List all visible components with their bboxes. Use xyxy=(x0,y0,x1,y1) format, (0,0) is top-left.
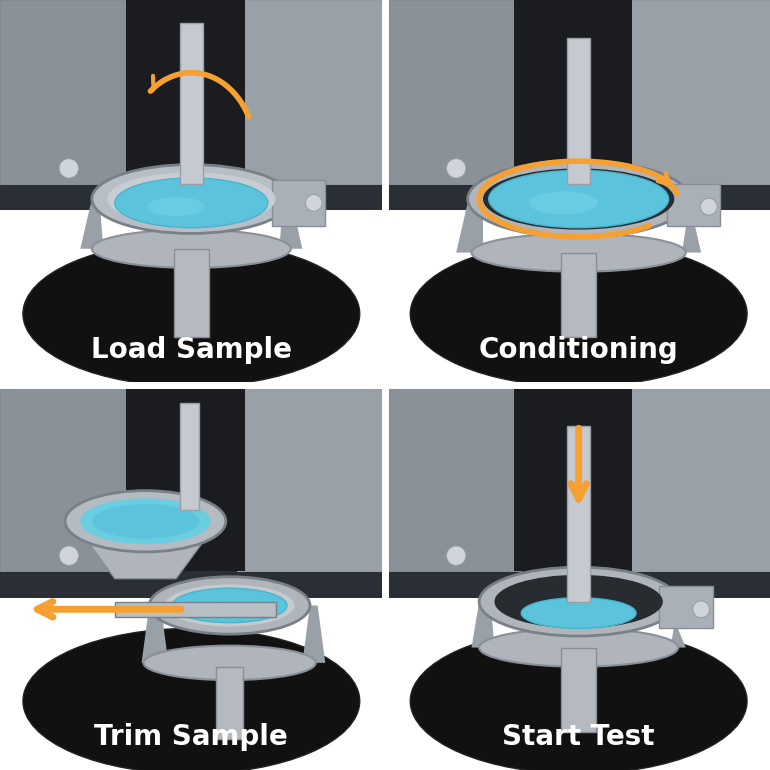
Ellipse shape xyxy=(410,241,747,387)
Ellipse shape xyxy=(92,229,291,268)
Ellipse shape xyxy=(479,628,678,667)
Bar xyxy=(216,667,243,739)
Bar xyxy=(115,601,276,617)
Bar xyxy=(567,426,590,601)
Ellipse shape xyxy=(489,170,668,228)
FancyBboxPatch shape xyxy=(659,586,712,628)
Ellipse shape xyxy=(195,601,241,617)
Text: Load Sample: Load Sample xyxy=(91,336,292,364)
FancyBboxPatch shape xyxy=(624,387,770,571)
Polygon shape xyxy=(471,601,494,648)
FancyBboxPatch shape xyxy=(387,387,521,571)
Ellipse shape xyxy=(92,504,199,538)
Text: Start Test: Start Test xyxy=(502,724,655,752)
Ellipse shape xyxy=(23,628,360,770)
Ellipse shape xyxy=(149,577,310,634)
Ellipse shape xyxy=(479,567,678,636)
Circle shape xyxy=(701,198,717,215)
Ellipse shape xyxy=(410,628,747,770)
Ellipse shape xyxy=(92,165,291,233)
FancyBboxPatch shape xyxy=(126,0,245,184)
Circle shape xyxy=(693,601,709,618)
FancyBboxPatch shape xyxy=(667,184,720,226)
Polygon shape xyxy=(456,203,483,253)
Ellipse shape xyxy=(107,172,276,226)
Ellipse shape xyxy=(80,498,210,544)
Bar xyxy=(180,403,199,510)
Polygon shape xyxy=(667,601,686,648)
Text: Conditioning: Conditioning xyxy=(479,336,678,364)
Ellipse shape xyxy=(165,584,295,627)
FancyBboxPatch shape xyxy=(237,387,383,571)
FancyBboxPatch shape xyxy=(387,0,770,210)
Bar xyxy=(561,648,596,731)
Ellipse shape xyxy=(521,598,636,628)
Circle shape xyxy=(447,546,466,565)
FancyBboxPatch shape xyxy=(624,0,770,184)
FancyBboxPatch shape xyxy=(514,387,632,571)
FancyBboxPatch shape xyxy=(272,180,325,226)
Bar xyxy=(567,38,590,184)
Ellipse shape xyxy=(147,197,205,216)
FancyBboxPatch shape xyxy=(237,0,383,184)
Bar xyxy=(180,23,203,184)
FancyBboxPatch shape xyxy=(0,387,383,598)
Ellipse shape xyxy=(471,233,686,272)
Bar xyxy=(561,253,596,336)
Ellipse shape xyxy=(483,169,675,229)
Polygon shape xyxy=(280,199,303,249)
Polygon shape xyxy=(72,521,218,579)
Polygon shape xyxy=(303,605,325,663)
Ellipse shape xyxy=(65,490,226,552)
FancyBboxPatch shape xyxy=(0,387,134,571)
Polygon shape xyxy=(142,605,169,663)
Ellipse shape xyxy=(115,178,268,228)
Ellipse shape xyxy=(23,241,360,387)
Text: Trim Sample: Trim Sample xyxy=(95,724,288,752)
Circle shape xyxy=(59,546,79,565)
Ellipse shape xyxy=(494,575,663,628)
Ellipse shape xyxy=(467,161,690,237)
FancyBboxPatch shape xyxy=(387,0,521,184)
FancyBboxPatch shape xyxy=(126,387,245,571)
FancyBboxPatch shape xyxy=(387,387,770,598)
Ellipse shape xyxy=(143,645,316,680)
Ellipse shape xyxy=(172,588,287,623)
Polygon shape xyxy=(682,203,701,253)
Circle shape xyxy=(447,159,466,178)
FancyBboxPatch shape xyxy=(0,0,383,210)
FancyBboxPatch shape xyxy=(0,0,134,184)
Circle shape xyxy=(59,159,79,178)
FancyBboxPatch shape xyxy=(514,0,632,184)
Ellipse shape xyxy=(529,192,598,214)
Bar xyxy=(174,249,209,336)
Circle shape xyxy=(306,194,322,211)
Polygon shape xyxy=(80,199,103,249)
